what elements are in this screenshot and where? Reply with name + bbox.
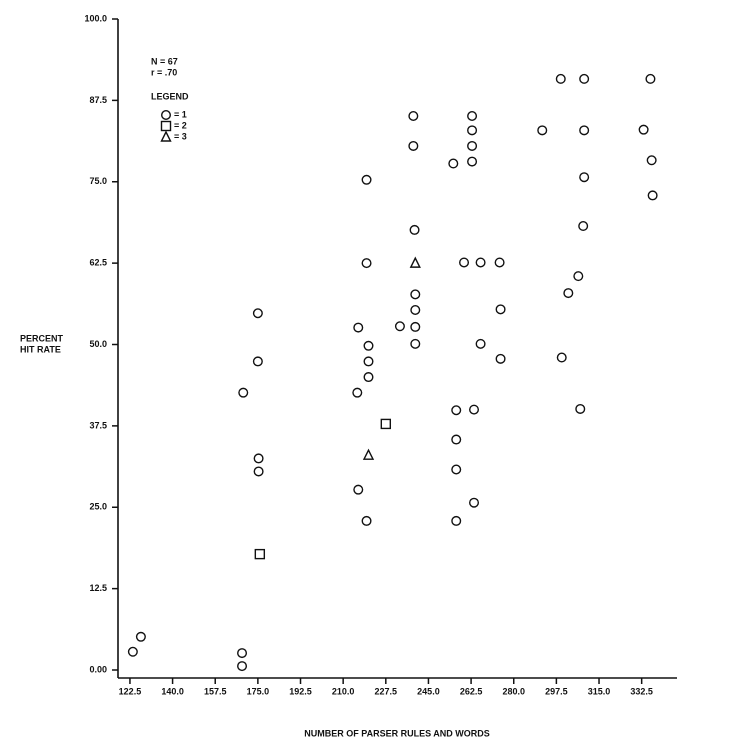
- point: [135, 631, 146, 642]
- point: [448, 158, 459, 169]
- x-tick-label: 315.0: [588, 686, 611, 696]
- point: [555, 73, 566, 84]
- point: [578, 221, 589, 232]
- legend-label: = 1: [174, 109, 187, 119]
- x-tick-label: 157.5: [204, 686, 227, 696]
- point: [237, 661, 248, 672]
- x-tick-label: 227.5: [375, 686, 398, 696]
- point: [451, 405, 462, 416]
- point: [495, 304, 506, 315]
- point: [494, 257, 505, 268]
- point: [469, 404, 480, 415]
- point: [475, 257, 486, 268]
- point: [410, 304, 421, 315]
- y-tick-label: 0.00: [89, 664, 107, 674]
- x-tick-label: 122.5: [119, 686, 142, 696]
- point: [380, 418, 392, 430]
- point: [361, 174, 372, 185]
- point: [410, 289, 421, 300]
- point: [237, 648, 248, 659]
- annotation: N = 67: [151, 56, 178, 66]
- point: [363, 372, 374, 383]
- y-tick-label: 37.5: [89, 420, 107, 430]
- point: [394, 321, 405, 332]
- point: [451, 515, 462, 526]
- point: [451, 434, 462, 445]
- x-tick-label: 245.0: [417, 686, 440, 696]
- point: [573, 271, 584, 282]
- y-tick-label: 25.0: [89, 502, 107, 512]
- point: [563, 288, 574, 299]
- point: [353, 484, 364, 495]
- point: [467, 140, 478, 151]
- point: [408, 140, 419, 151]
- point: [467, 110, 478, 121]
- x-tick-label: 175.0: [247, 686, 270, 696]
- point: [361, 515, 372, 526]
- point: [362, 448, 375, 460]
- point: [459, 257, 470, 268]
- point: [409, 224, 420, 235]
- point: [353, 322, 364, 333]
- x-axis-label: NUMBER OF PARSER RULES AND WORDS: [304, 728, 490, 738]
- y-axis-label: HIT RATE: [20, 344, 61, 354]
- x-tick-label: 262.5: [460, 686, 483, 696]
- annotation: r = .70: [151, 67, 177, 77]
- point: [409, 256, 421, 268]
- point: [579, 125, 590, 136]
- point: [638, 124, 649, 135]
- point: [579, 172, 590, 183]
- legend-marker: [160, 120, 172, 132]
- point: [645, 73, 656, 84]
- point: [495, 353, 506, 364]
- legend-title: LEGEND: [151, 91, 189, 101]
- point: [253, 453, 264, 464]
- point: [363, 356, 374, 367]
- x-tick-label: 297.5: [545, 686, 568, 696]
- point: [647, 190, 658, 201]
- point: [363, 340, 374, 351]
- point: [253, 466, 264, 477]
- point: [254, 548, 266, 560]
- point: [575, 403, 586, 414]
- point: [646, 155, 657, 166]
- y-tick-label: 12.5: [89, 583, 107, 593]
- x-tick-label: 210.0: [332, 686, 355, 696]
- legend-label: = 2: [174, 120, 187, 130]
- x-tick-label: 192.5: [289, 686, 312, 696]
- point: [467, 156, 478, 167]
- x-tick-label: 332.5: [630, 686, 653, 696]
- point: [556, 352, 567, 363]
- point: [469, 497, 480, 508]
- point: [537, 125, 548, 136]
- y-tick-label: 50.0: [89, 339, 107, 349]
- x-tick-label: 140.0: [161, 686, 184, 696]
- point: [252, 308, 263, 319]
- point: [361, 258, 372, 269]
- point: [451, 464, 462, 475]
- y-tick-label: 100.0: [84, 13, 107, 23]
- y-tick-label: 62.5: [89, 258, 107, 268]
- point: [352, 387, 363, 398]
- point: [410, 338, 421, 349]
- point: [252, 356, 263, 367]
- point: [408, 110, 419, 121]
- legend-label: = 3: [174, 131, 187, 141]
- x-tick-label: 280.0: [502, 686, 525, 696]
- y-axis-label: PERCENT: [20, 333, 64, 343]
- point: [467, 125, 478, 136]
- point: [579, 73, 590, 84]
- legend-marker: [160, 130, 172, 142]
- legend-marker: [160, 109, 171, 120]
- point: [410, 321, 421, 332]
- point: [475, 338, 486, 349]
- y-tick-label: 87.5: [89, 95, 107, 105]
- point: [127, 646, 138, 657]
- point: [238, 387, 249, 398]
- y-tick-label: 75.0: [89, 176, 107, 186]
